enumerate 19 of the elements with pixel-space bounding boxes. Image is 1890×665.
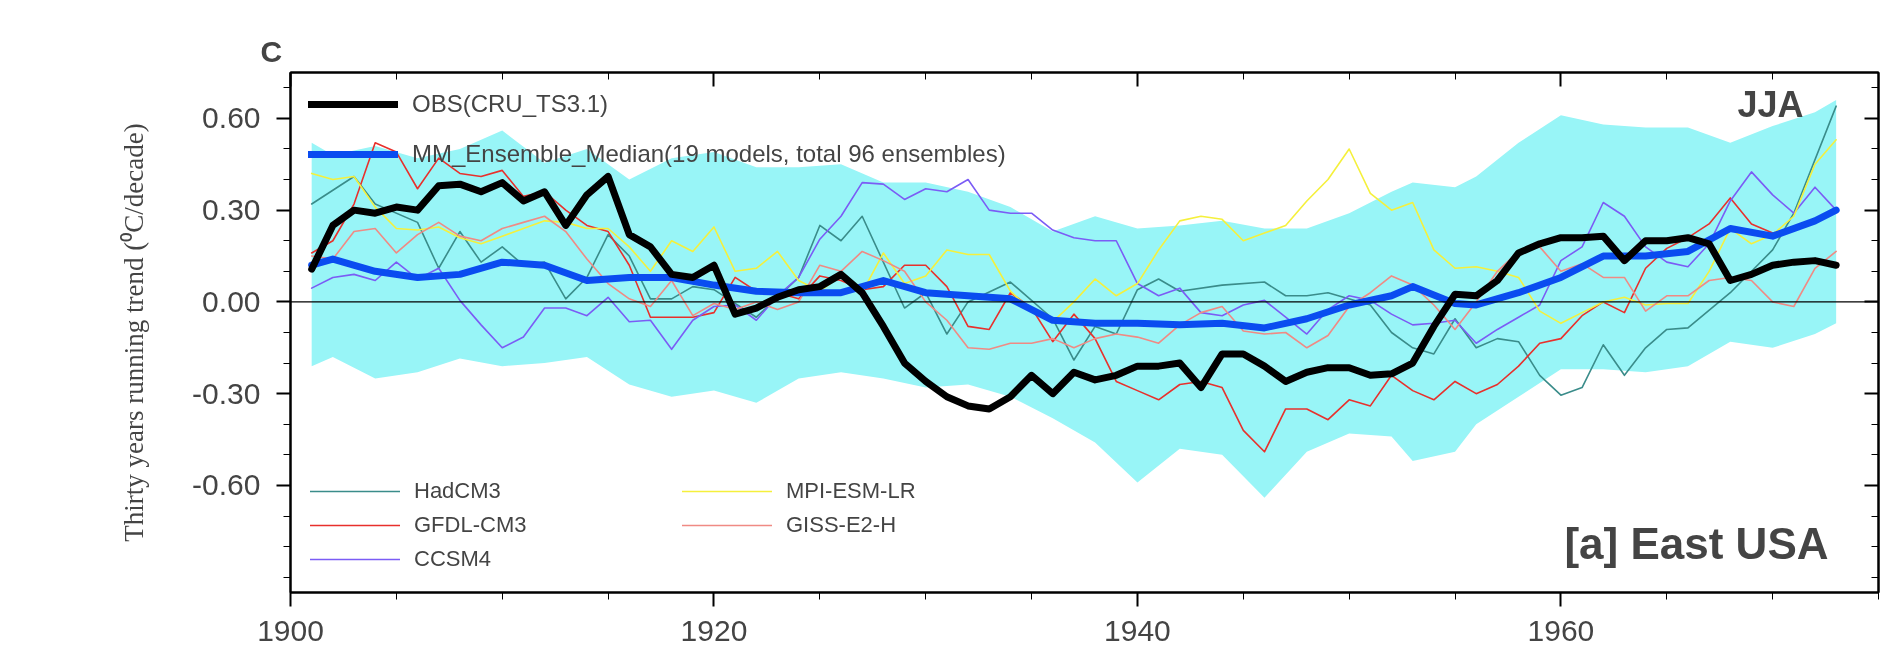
legend-label: GFDL-CM3 xyxy=(414,512,528,538)
y-tick-label: 0.00 xyxy=(202,284,261,318)
x-tick-label: 1900 xyxy=(257,613,324,647)
legend-label: GISS-E2-H xyxy=(786,512,898,538)
y-tick-label: -0.60 xyxy=(192,468,261,502)
annotation: JJA xyxy=(1737,83,1804,125)
y-tick-label: -0.30 xyxy=(192,376,261,410)
y-tick-label: 0.60 xyxy=(202,101,261,135)
annotation: [a] East USA xyxy=(1564,518,1829,568)
legend-label: MPI-ESM-LR xyxy=(786,478,917,504)
y-axis-title: Thirty years running trend (⁰C/decade) xyxy=(119,123,150,542)
chart-title: C xyxy=(260,34,283,68)
x-tick-label: 1940 xyxy=(1104,613,1171,647)
legend-label: OBS(CRU_TS3.1) xyxy=(412,90,609,118)
x-tick-label: 1920 xyxy=(680,613,748,647)
y-tick-label: 0.30 xyxy=(202,193,261,227)
legend-label: HadCM3 xyxy=(414,478,502,504)
x-tick-label: 1960 xyxy=(1527,613,1595,647)
legend-label: CCSM4 xyxy=(414,546,492,572)
